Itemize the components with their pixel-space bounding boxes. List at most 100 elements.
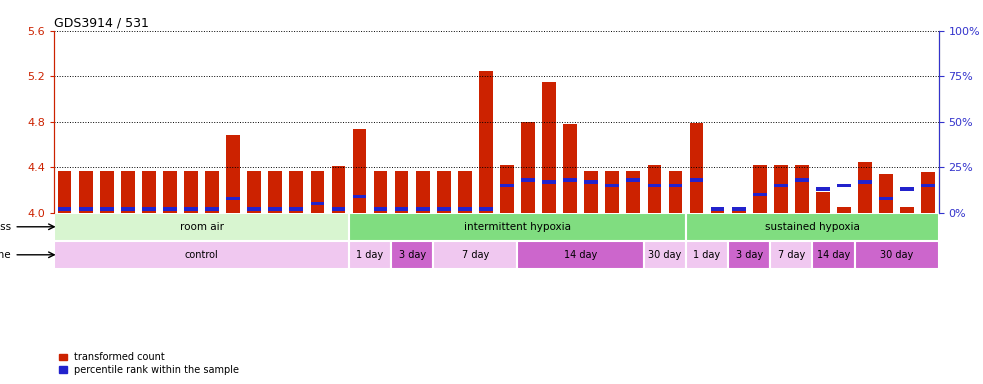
Bar: [100, 207, 114, 211]
Bar: [606, 184, 619, 187]
Bar: [479, 207, 492, 211]
Bar: [331, 166, 345, 213]
Bar: [79, 170, 92, 213]
Bar: [854, 241, 939, 269]
Bar: [728, 241, 771, 269]
Bar: [121, 207, 135, 211]
Bar: [311, 170, 324, 213]
Text: 14 day: 14 day: [817, 250, 850, 260]
Text: 3 day: 3 day: [398, 250, 426, 260]
Text: 14 day: 14 day: [564, 250, 598, 260]
Bar: [184, 207, 198, 211]
Bar: [521, 122, 535, 213]
Bar: [648, 165, 662, 213]
Bar: [921, 184, 935, 187]
Bar: [521, 178, 535, 182]
Bar: [563, 178, 577, 182]
Bar: [771, 241, 812, 269]
Bar: [626, 178, 640, 182]
Text: 3 day: 3 day: [735, 250, 763, 260]
Bar: [711, 207, 724, 213]
Bar: [436, 207, 450, 211]
Bar: [54, 241, 349, 269]
Bar: [690, 178, 704, 182]
Bar: [100, 170, 114, 213]
Bar: [268, 207, 282, 211]
Bar: [163, 170, 177, 213]
Bar: [205, 170, 219, 213]
Text: 7 day: 7 day: [462, 250, 489, 260]
Bar: [434, 241, 517, 269]
Text: intermittent hypoxia: intermittent hypoxia: [464, 222, 571, 232]
Bar: [584, 170, 598, 213]
Bar: [142, 170, 155, 213]
Bar: [458, 170, 472, 213]
Text: time: time: [0, 250, 12, 260]
Text: 1 day: 1 day: [357, 250, 383, 260]
Bar: [816, 187, 830, 191]
Bar: [58, 170, 72, 213]
Bar: [416, 207, 430, 211]
Bar: [349, 241, 391, 269]
Bar: [226, 136, 240, 213]
Bar: [416, 170, 430, 213]
Bar: [584, 180, 598, 184]
Bar: [353, 195, 367, 198]
Text: control: control: [185, 250, 218, 260]
Bar: [816, 192, 830, 213]
Bar: [543, 82, 556, 213]
Text: GDS3914 / 531: GDS3914 / 531: [54, 17, 149, 30]
Bar: [142, 207, 155, 211]
Bar: [648, 184, 662, 187]
Bar: [54, 213, 349, 241]
Bar: [391, 241, 434, 269]
Bar: [812, 241, 854, 269]
Bar: [838, 184, 851, 187]
Bar: [58, 207, 72, 211]
Bar: [563, 124, 577, 213]
Bar: [774, 165, 787, 213]
Bar: [163, 207, 177, 211]
Text: 1 day: 1 day: [693, 250, 721, 260]
Text: 7 day: 7 day: [778, 250, 805, 260]
Bar: [921, 172, 935, 213]
Bar: [289, 170, 303, 213]
Bar: [668, 184, 682, 187]
Text: room air: room air: [180, 222, 223, 232]
Bar: [686, 213, 939, 241]
Bar: [795, 165, 809, 213]
Bar: [479, 71, 492, 213]
Bar: [458, 207, 472, 211]
Bar: [774, 184, 787, 187]
Bar: [184, 170, 198, 213]
Bar: [268, 170, 282, 213]
Bar: [395, 207, 409, 211]
Bar: [79, 207, 92, 211]
Bar: [436, 170, 450, 213]
Bar: [205, 207, 219, 211]
Bar: [858, 180, 872, 184]
Bar: [900, 207, 914, 213]
Bar: [731, 207, 745, 213]
Bar: [331, 207, 345, 211]
Bar: [753, 193, 767, 196]
Bar: [121, 170, 135, 213]
Bar: [248, 207, 261, 211]
Bar: [690, 123, 704, 213]
Bar: [248, 170, 261, 213]
Bar: [374, 170, 387, 213]
Bar: [838, 207, 851, 213]
Bar: [626, 170, 640, 213]
Bar: [668, 170, 682, 213]
Bar: [349, 213, 686, 241]
Bar: [644, 241, 686, 269]
Bar: [879, 197, 893, 200]
Bar: [606, 170, 619, 213]
Bar: [500, 165, 514, 213]
Bar: [289, 207, 303, 211]
Text: 30 day: 30 day: [880, 250, 913, 260]
Bar: [311, 202, 324, 205]
Bar: [753, 165, 767, 213]
Bar: [226, 197, 240, 200]
Bar: [353, 129, 367, 213]
